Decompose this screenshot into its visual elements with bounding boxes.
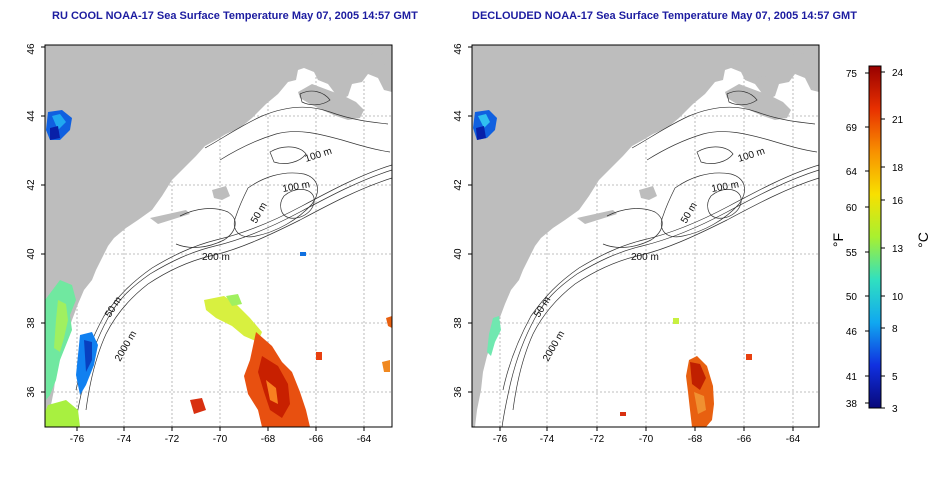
left-lon-tick: -64 — [357, 434, 372, 445]
right-land-cape-cod — [639, 186, 657, 200]
left-lat-tick: 38 — [26, 317, 37, 329]
colorbar-f-tick: 75 — [846, 69, 858, 80]
left-lat-tick: 40 — [26, 248, 37, 260]
colorbar-gradient — [868, 65, 882, 409]
right-land-island — [792, 52, 819, 66]
colorbar-c-tick: 10 — [892, 292, 904, 303]
right-lat-tick: 40 — [453, 248, 464, 260]
right-bathymetry-contours — [501, 90, 819, 427]
colorbar: 75 69 64 60 55 50 46 41 38 24 21 18 16 1… — [830, 65, 931, 415]
left-axis-ticks — [41, 46, 365, 431]
left-lon-tick: -72 — [165, 434, 180, 445]
right-lon-tick: -68 — [688, 434, 703, 445]
right-lat-tick: 36 — [453, 386, 464, 398]
colorbar-celsius-label: °C — [915, 232, 931, 248]
colorbar-fahrenheit-label: °F — [830, 233, 846, 247]
right-sst-data — [473, 110, 752, 427]
right-lon-tick: -72 — [590, 434, 605, 445]
left-map-title: RU COOL NOAA-17 Sea Surface Temperature … — [52, 10, 418, 22]
left-lon-tick-labels: -76 -74 -72 -70 -68 -66 -64 — [70, 434, 372, 445]
left-lat-tick: 36 — [26, 386, 37, 398]
left-land-island — [365, 52, 392, 66]
colorbar-f-tick: 41 — [846, 372, 858, 383]
right-lat-tick: 38 — [453, 317, 464, 329]
right-map-title: DECLOUDED NOAA-17 Sea Surface Temperatur… — [472, 10, 857, 22]
colorbar-c-tick: 5 — [892, 372, 898, 383]
colorbar-c-tick: 24 — [892, 68, 904, 79]
left-land-pei — [320, 70, 340, 78]
right-land-mainland — [472, 45, 819, 427]
right-lon-tick: -70 — [639, 434, 654, 445]
colorbar-ticks — [865, 71, 885, 409]
colorbar-f-tick: 64 — [846, 167, 858, 178]
right-land-delmarva — [489, 278, 503, 318]
colorbar-c-tick: 18 — [892, 163, 904, 174]
left-lon-tick: -66 — [309, 434, 324, 445]
right-lon-tick-labels: -76 -74 -72 -70 -68 -66 -64 — [493, 434, 801, 445]
left-land-cape-cod — [212, 186, 230, 200]
colorbar-c-tick: 16 — [892, 196, 904, 207]
colorbar-f-tick: 55 — [846, 248, 858, 259]
left-lon-tick: -74 — [117, 434, 132, 445]
left-lat-tick-labels: 36 38 40 42 44 46 — [26, 43, 37, 398]
right-label-100m-b: 100 m — [711, 179, 740, 195]
colorbar-c-tick: 8 — [892, 324, 898, 335]
colorbar-f-tick: 60 — [846, 203, 858, 214]
left-lon-tick: -68 — [261, 434, 276, 445]
left-lat-tick: 42 — [26, 179, 37, 191]
colorbar-c-tick: 3 — [892, 404, 898, 415]
right-lon-tick: -74 — [540, 434, 555, 445]
right-land-nova-scotia — [725, 84, 791, 120]
right-lon-tick: -64 — [786, 434, 801, 445]
colorbar-f-tick: 69 — [846, 123, 858, 134]
left-lat-tick: 46 — [26, 43, 37, 55]
right-lat-tick-labels: 36 38 40 42 44 46 — [453, 43, 464, 398]
right-lon-tick: -76 — [493, 434, 508, 445]
colorbar-c-tick: 21 — [892, 115, 904, 126]
left-land-mainland — [45, 45, 392, 427]
colorbar-f-labels: 75 69 64 60 55 50 46 41 38 — [846, 69, 858, 410]
left-label-100m-b: 100 m — [282, 179, 311, 195]
right-land-long-island — [577, 210, 617, 224]
colorbar-f-tick: 38 — [846, 399, 858, 410]
left-sst-data — [45, 110, 392, 427]
left-label-200m: 200 m — [202, 252, 230, 263]
right-map-panel: 100 m 100 m 50 m 200 m 50 m 2000 m -76 -… — [453, 43, 820, 445]
right-lon-tick: -66 — [737, 434, 752, 445]
left-lon-tick: -76 — [70, 434, 85, 445]
right-land-pei — [747, 70, 767, 78]
right-axis-ticks — [468, 46, 794, 431]
left-lon-tick: -70 — [213, 434, 228, 445]
left-map-panel: 100 m 100 m 50 m 200 m 50 m 2000 m -76 -… — [26, 43, 393, 445]
left-lat-tick: 44 — [26, 110, 37, 122]
right-lat-tick: 46 — [453, 43, 464, 55]
colorbar-c-tick: 13 — [892, 244, 904, 255]
right-lat-tick: 42 — [453, 179, 464, 191]
colorbar-c-labels: 24 21 18 16 13 10 8 5 3 — [892, 68, 904, 415]
colorbar-f-tick: 46 — [846, 327, 858, 338]
right-lat-tick: 44 — [453, 110, 464, 122]
left-land-nova-scotia — [298, 84, 364, 120]
colorbar-f-tick: 50 — [846, 292, 858, 303]
right-label-200m: 200 m — [631, 252, 659, 263]
left-map-frame — [44, 44, 393, 428]
left-bathymetry-contours — [74, 90, 392, 427]
left-land-long-island — [150, 210, 190, 224]
